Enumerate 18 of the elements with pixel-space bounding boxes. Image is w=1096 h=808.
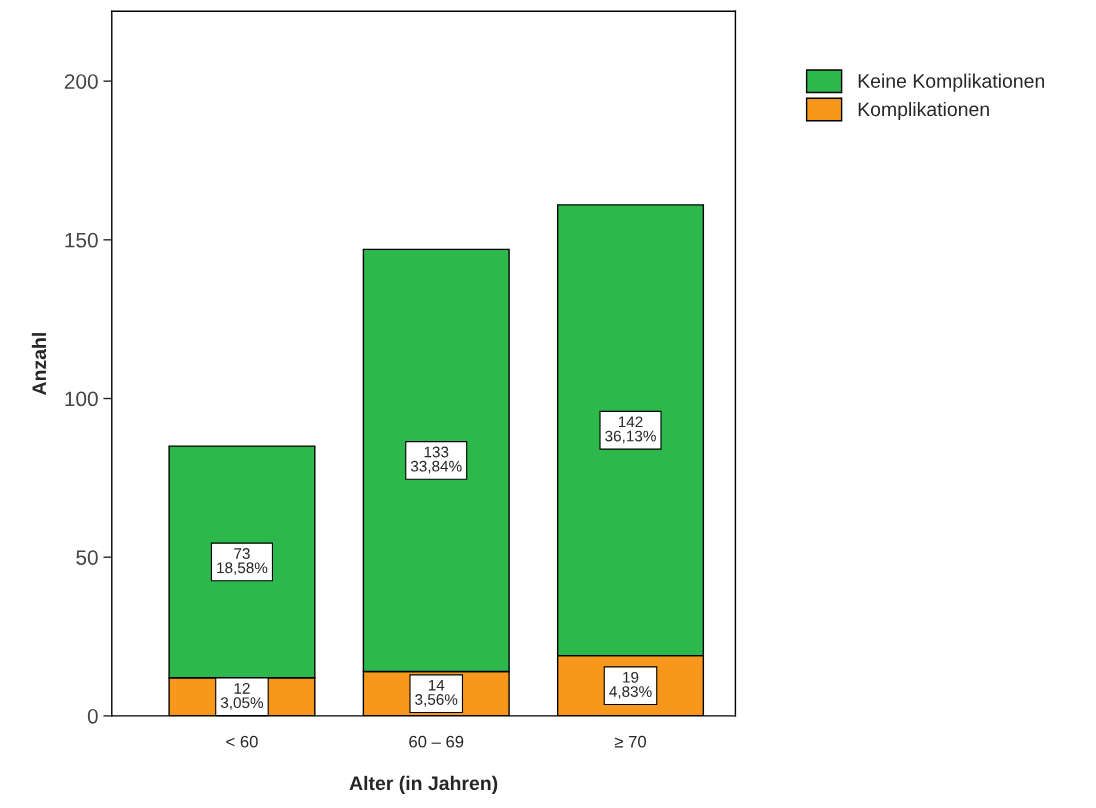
y-tick-label: 100 — [65, 391, 98, 407]
y-tick-label: 50 — [76, 550, 98, 565]
data-label: 12 3,05% — [220, 683, 264, 710]
data-label: 73 18,58% — [217, 548, 268, 575]
x-tick-label: 60 – 69 — [409, 735, 464, 748]
y-tick-label: 0 — [87, 708, 98, 724]
x-tick-label: ≥ 70 — [614, 735, 647, 748]
x-tick-label: < 60 — [226, 735, 258, 748]
data-label: 133 33,84% — [410, 446, 462, 474]
legend-label: Komplikationen — [858, 101, 989, 121]
data-label: 14 3,56% — [415, 679, 458, 707]
data-label: 142 36,13% — [605, 416, 656, 444]
y-tick-label: 200 — [64, 74, 98, 89]
legend-label: Keine Komplikationen — [858, 73, 1044, 92]
y-tick-label: 150 — [65, 232, 98, 248]
y-axis-title: Anzahl — [31, 333, 47, 395]
x-axis-title: Alter (in Jahren) — [349, 775, 498, 794]
data-label: 19 4,83% — [609, 671, 652, 699]
